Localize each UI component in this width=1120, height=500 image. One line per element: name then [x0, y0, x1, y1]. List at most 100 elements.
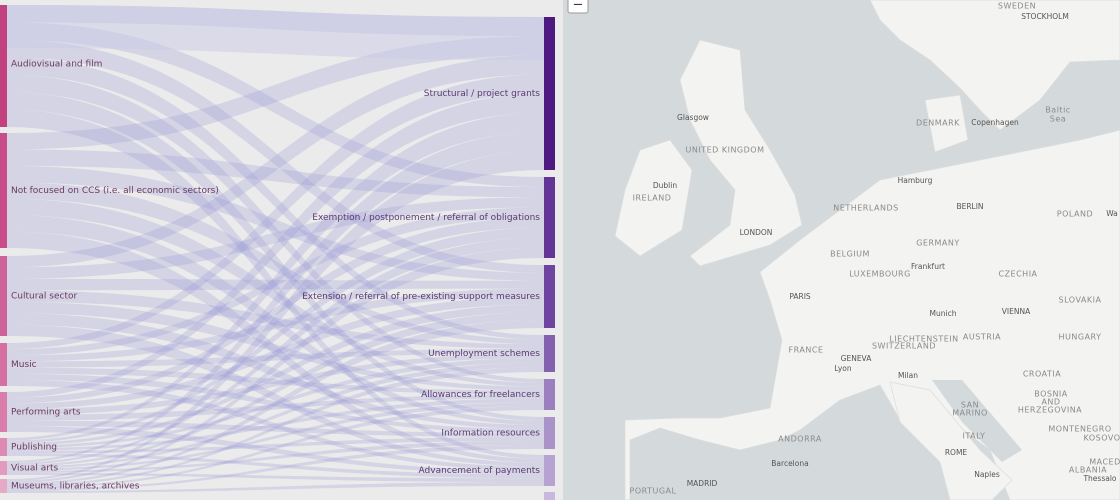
flow — [7, 92, 544, 422]
flow — [7, 324, 544, 467]
map-label: MACED — [1089, 458, 1120, 467]
flow — [7, 288, 544, 362]
flow — [7, 304, 544, 446]
map-label: MONTENEGRO — [1048, 425, 1111, 434]
flow — [7, 301, 544, 391]
map-label: Glasgow — [677, 113, 709, 122]
source-label: Audiovisual and film — [11, 60, 102, 70]
flow — [7, 473, 544, 483]
map-label: Barcelona — [771, 459, 808, 468]
flow — [7, 290, 544, 349]
map-label: HERZEGOVINA — [1018, 406, 1082, 415]
zoom-out-label: − — [573, 0, 584, 13]
flow — [7, 215, 544, 425]
flow — [7, 36, 544, 150]
map-label: POLAND — [1057, 210, 1093, 219]
zoom-out-button[interactable] — [567, 0, 589, 14]
map-label: Frankfurt — [911, 262, 945, 271]
source-label: Music — [11, 360, 37, 370]
target-node — [544, 265, 555, 328]
land — [679, 39, 803, 267]
flow — [7, 420, 544, 437]
flow — [7, 22, 544, 188]
sankey-background — [0, 0, 563, 500]
flow — [7, 5, 544, 60]
flow — [7, 227, 544, 444]
flow — [7, 402, 544, 471]
flow — [7, 441, 544, 473]
map-label: Munich — [930, 309, 957, 318]
flow — [7, 149, 544, 198]
map-label: SWEDEN — [998, 2, 1036, 11]
map-label: GERMANY — [916, 239, 960, 248]
flow — [7, 362, 544, 469]
map-label: HUNGARY — [1059, 333, 1102, 342]
map-label: Dublin — [653, 181, 677, 190]
map-label: ROME — [945, 448, 968, 457]
map-label: LONDON — [740, 228, 773, 237]
source-label: Publishing — [11, 443, 57, 453]
target-node — [544, 335, 555, 372]
map-label: AND — [1041, 398, 1060, 407]
map-label: SLOVAKIA — [1059, 296, 1102, 305]
map-label: MARINO — [952, 409, 988, 418]
source-label: Not focused on CCS (i.e. all economic se… — [11, 186, 219, 196]
map-label: AUSTRIA — [963, 333, 1001, 342]
map-label: Wa — [1106, 209, 1118, 218]
map-label: UNITED KINGDOM — [686, 146, 765, 155]
flow — [7, 367, 544, 395]
map-label: LIECHTENSTEIN — [889, 335, 958, 344]
flow — [7, 296, 544, 410]
map-label: Sea — [1050, 115, 1066, 124]
map-label: PORTUGAL — [630, 487, 677, 496]
map-label: FRANCE — [789, 346, 824, 355]
flow — [7, 437, 544, 454]
source-node — [0, 479, 7, 493]
map-label: BELGIUM — [830, 250, 870, 259]
map-label: Naples — [974, 470, 1000, 479]
target-label: Exemption / postponement / referral of o… — [312, 213, 540, 223]
map-label: VIENNA — [1002, 307, 1031, 316]
flow — [7, 93, 544, 398]
land — [889, 381, 1013, 500]
flow — [7, 150, 544, 481]
sea — [790, 402, 922, 500]
target-node — [544, 177, 555, 258]
map-label: Baltic — [1045, 106, 1070, 115]
source-label: Performing arts — [11, 408, 81, 418]
map-label: DENMARK — [916, 119, 960, 128]
map-label: BERLIN — [956, 202, 983, 211]
flow — [7, 197, 544, 279]
map-label: Thessalo — [1082, 474, 1116, 483]
source-label: Visual arts — [11, 464, 58, 474]
map-label: BOSNIA — [1034, 390, 1068, 399]
map-label: Hamburg — [898, 176, 933, 185]
flow — [7, 353, 544, 415]
flow — [7, 278, 544, 291]
source-node — [0, 5, 7, 127]
flow — [7, 320, 544, 485]
land — [624, 129, 1120, 500]
map-label: KOSOVO — [1084, 434, 1120, 443]
map-label: GENEVA — [841, 354, 873, 363]
flow — [7, 398, 544, 451]
flow — [7, 165, 544, 281]
map-label: STOCKHOLM — [1021, 12, 1069, 21]
flow — [7, 426, 544, 475]
flow — [7, 406, 544, 489]
land — [924, 94, 969, 153]
flow — [7, 348, 544, 368]
map-label: Copenhagen — [971, 118, 1019, 127]
flow — [7, 207, 544, 356]
target-label: Advancement of payments — [419, 466, 541, 476]
target-node — [544, 379, 555, 410]
flow — [7, 394, 544, 421]
flow — [7, 198, 544, 387]
target-node — [544, 455, 555, 486]
flow — [7, 312, 544, 467]
map-label: NETHERLANDS — [833, 204, 898, 213]
map-label: ANDORRA — [778, 435, 822, 444]
sankey-diagram: Audiovisual and film Not focused on CCS (… — [0, 0, 563, 500]
target-label: Structural / project grants — [424, 89, 541, 99]
